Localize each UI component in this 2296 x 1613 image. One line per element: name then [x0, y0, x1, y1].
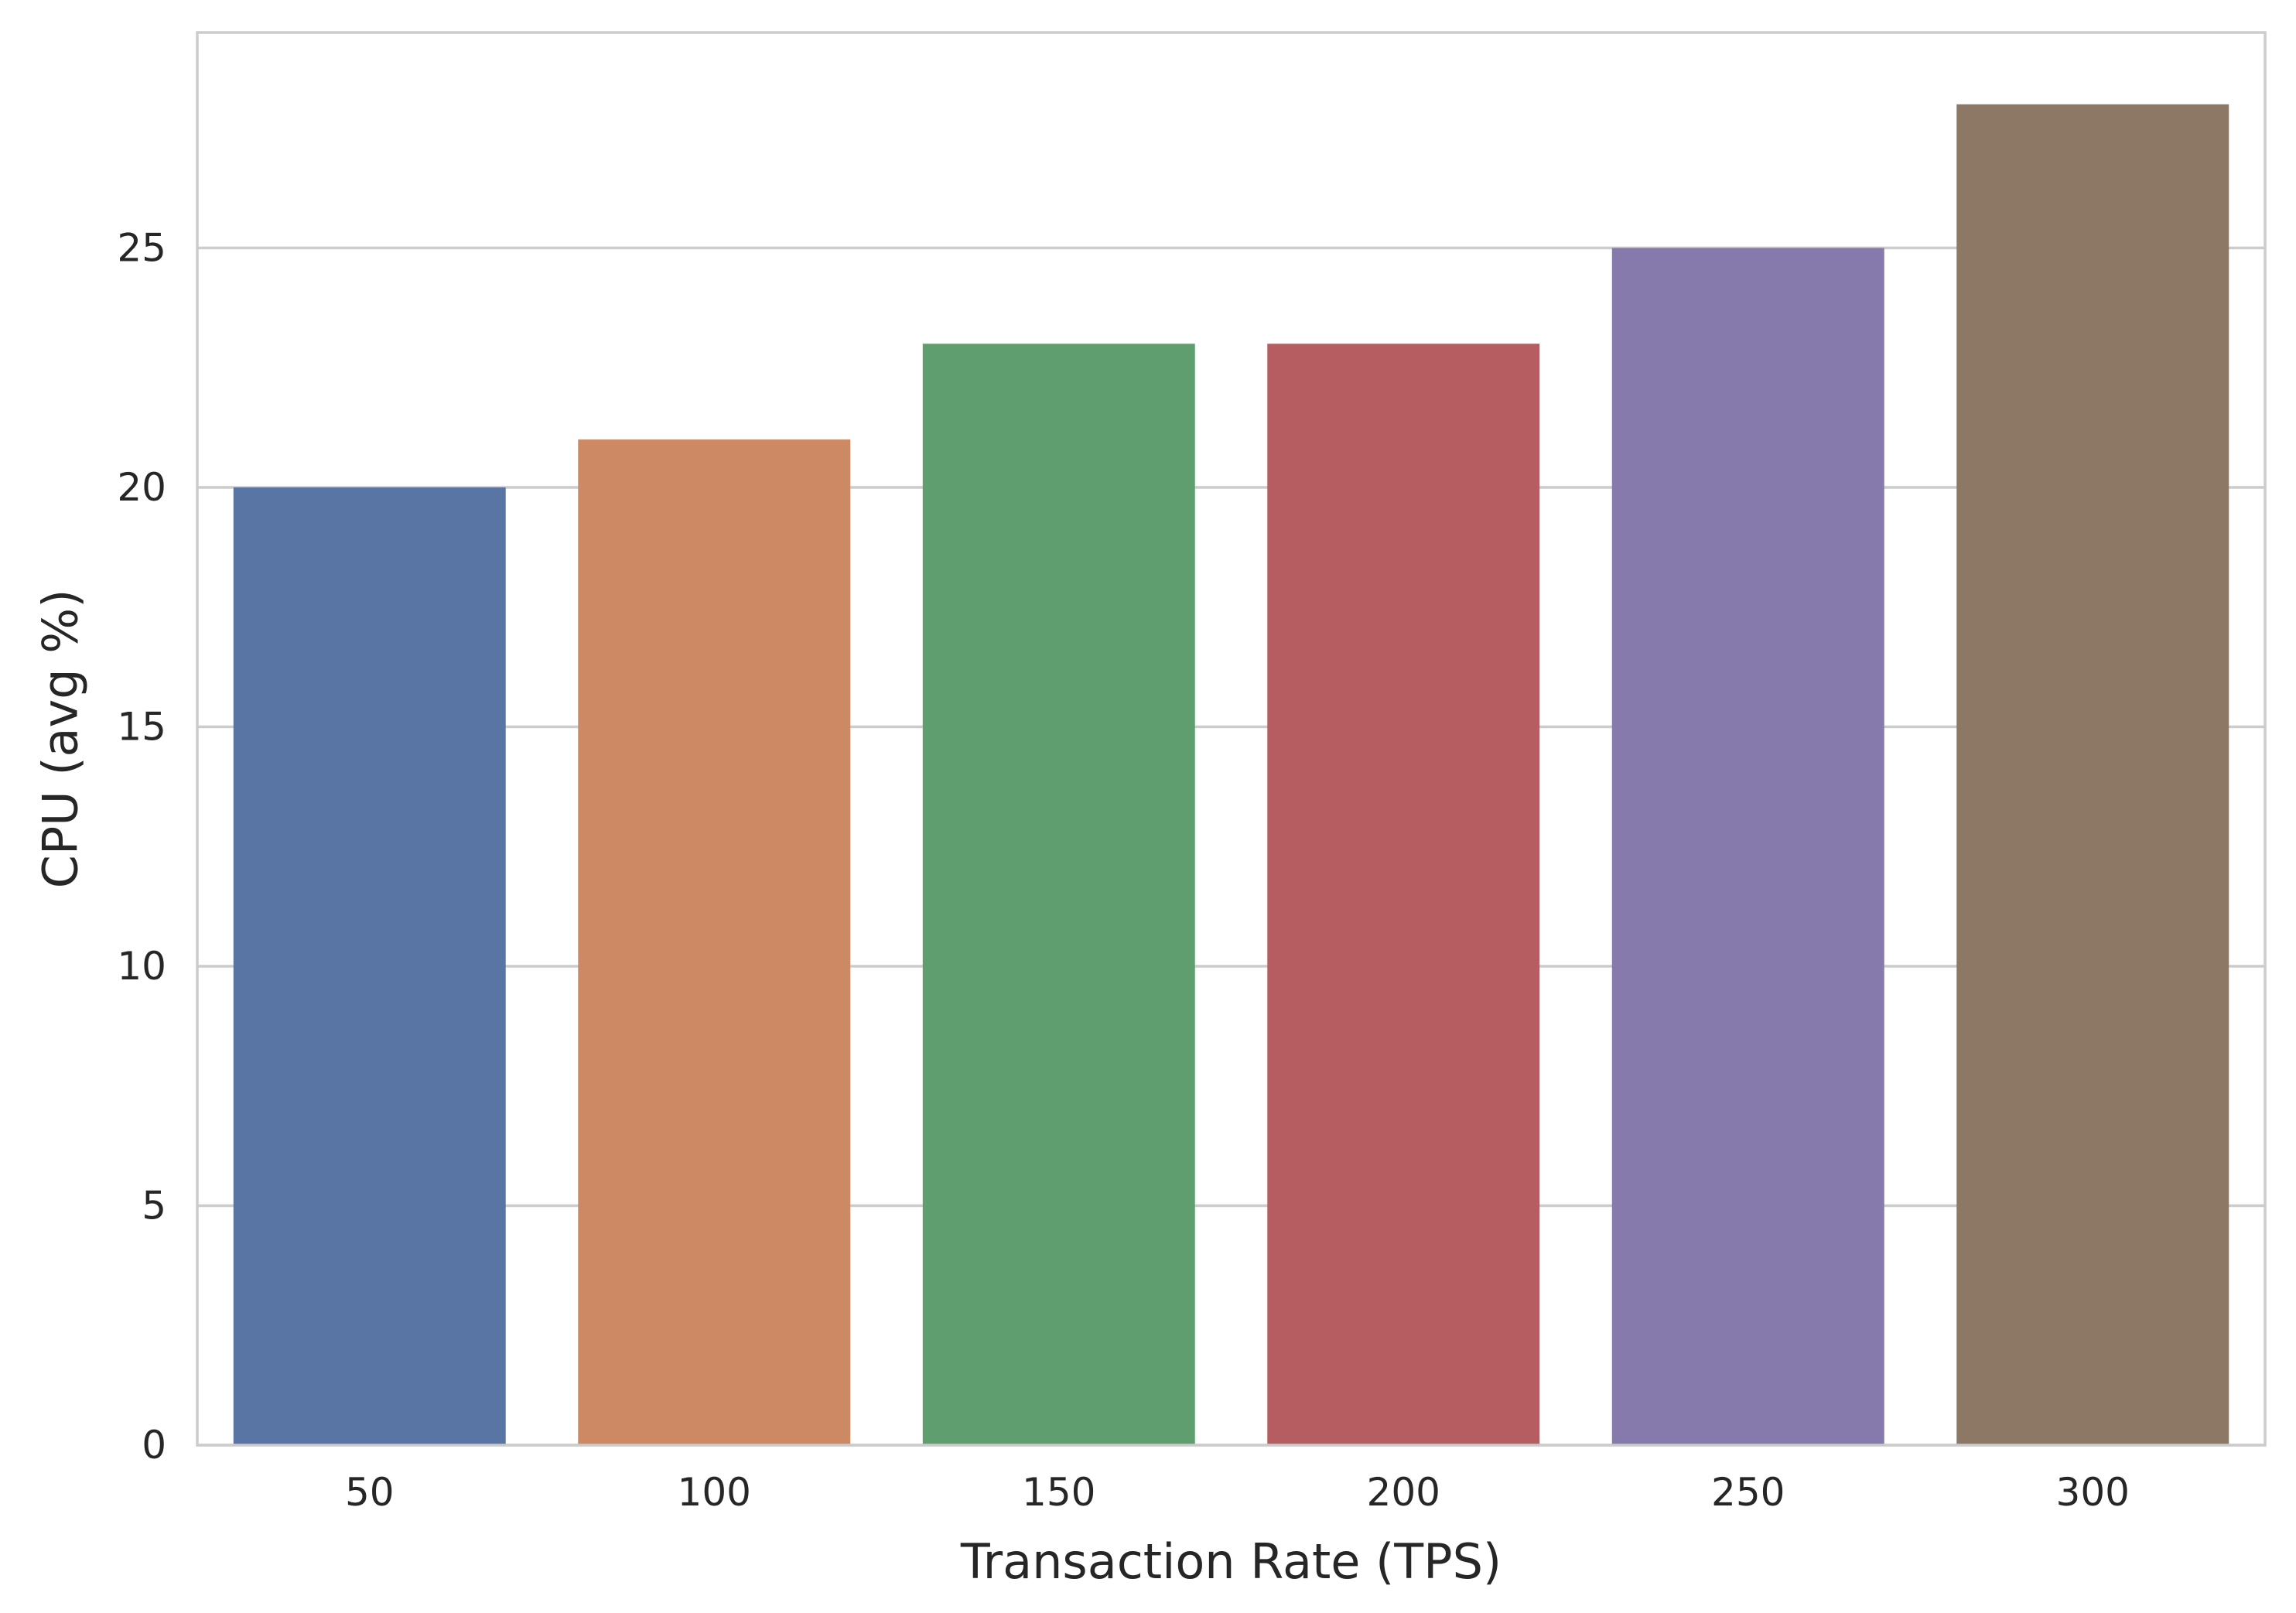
- bar-250: [1611, 248, 1884, 1445]
- y-tick-label: 5: [142, 1184, 166, 1229]
- x-tick-label: 200: [1367, 1470, 1440, 1515]
- x-tick-labels: 50 100 150 200 250 300: [345, 1470, 2130, 1515]
- plot-frame: [196, 31, 2267, 1447]
- bar-100: [578, 439, 851, 1445]
- x-tick-label: 50: [345, 1470, 395, 1515]
- bar-150: [922, 343, 1195, 1445]
- y-tick-label: 0: [142, 1423, 166, 1468]
- x-axis-label: Transaction Rate (TPS): [960, 1533, 1502, 1590]
- bar-50: [233, 487, 506, 1445]
- x-tick-label: 250: [1711, 1470, 1785, 1515]
- grid-lines: [197, 246, 2265, 1447]
- bar-300: [1956, 104, 2229, 1446]
- x-tick-label: 100: [678, 1470, 751, 1515]
- y-tick-label: 25: [117, 226, 166, 271]
- y-tick-labels: 0 5 10 15 20 25: [117, 226, 166, 1468]
- bars: [233, 104, 2229, 1446]
- y-tick-label: 20: [117, 465, 166, 510]
- x-tick-label: 300: [2056, 1470, 2130, 1515]
- y-tick-label: 10: [117, 944, 166, 989]
- bar-200: [1267, 343, 1540, 1445]
- y-tick-label: 15: [117, 705, 166, 750]
- y-axis-label: CPU (avg %): [32, 589, 89, 889]
- x-tick-label: 150: [1022, 1470, 1095, 1515]
